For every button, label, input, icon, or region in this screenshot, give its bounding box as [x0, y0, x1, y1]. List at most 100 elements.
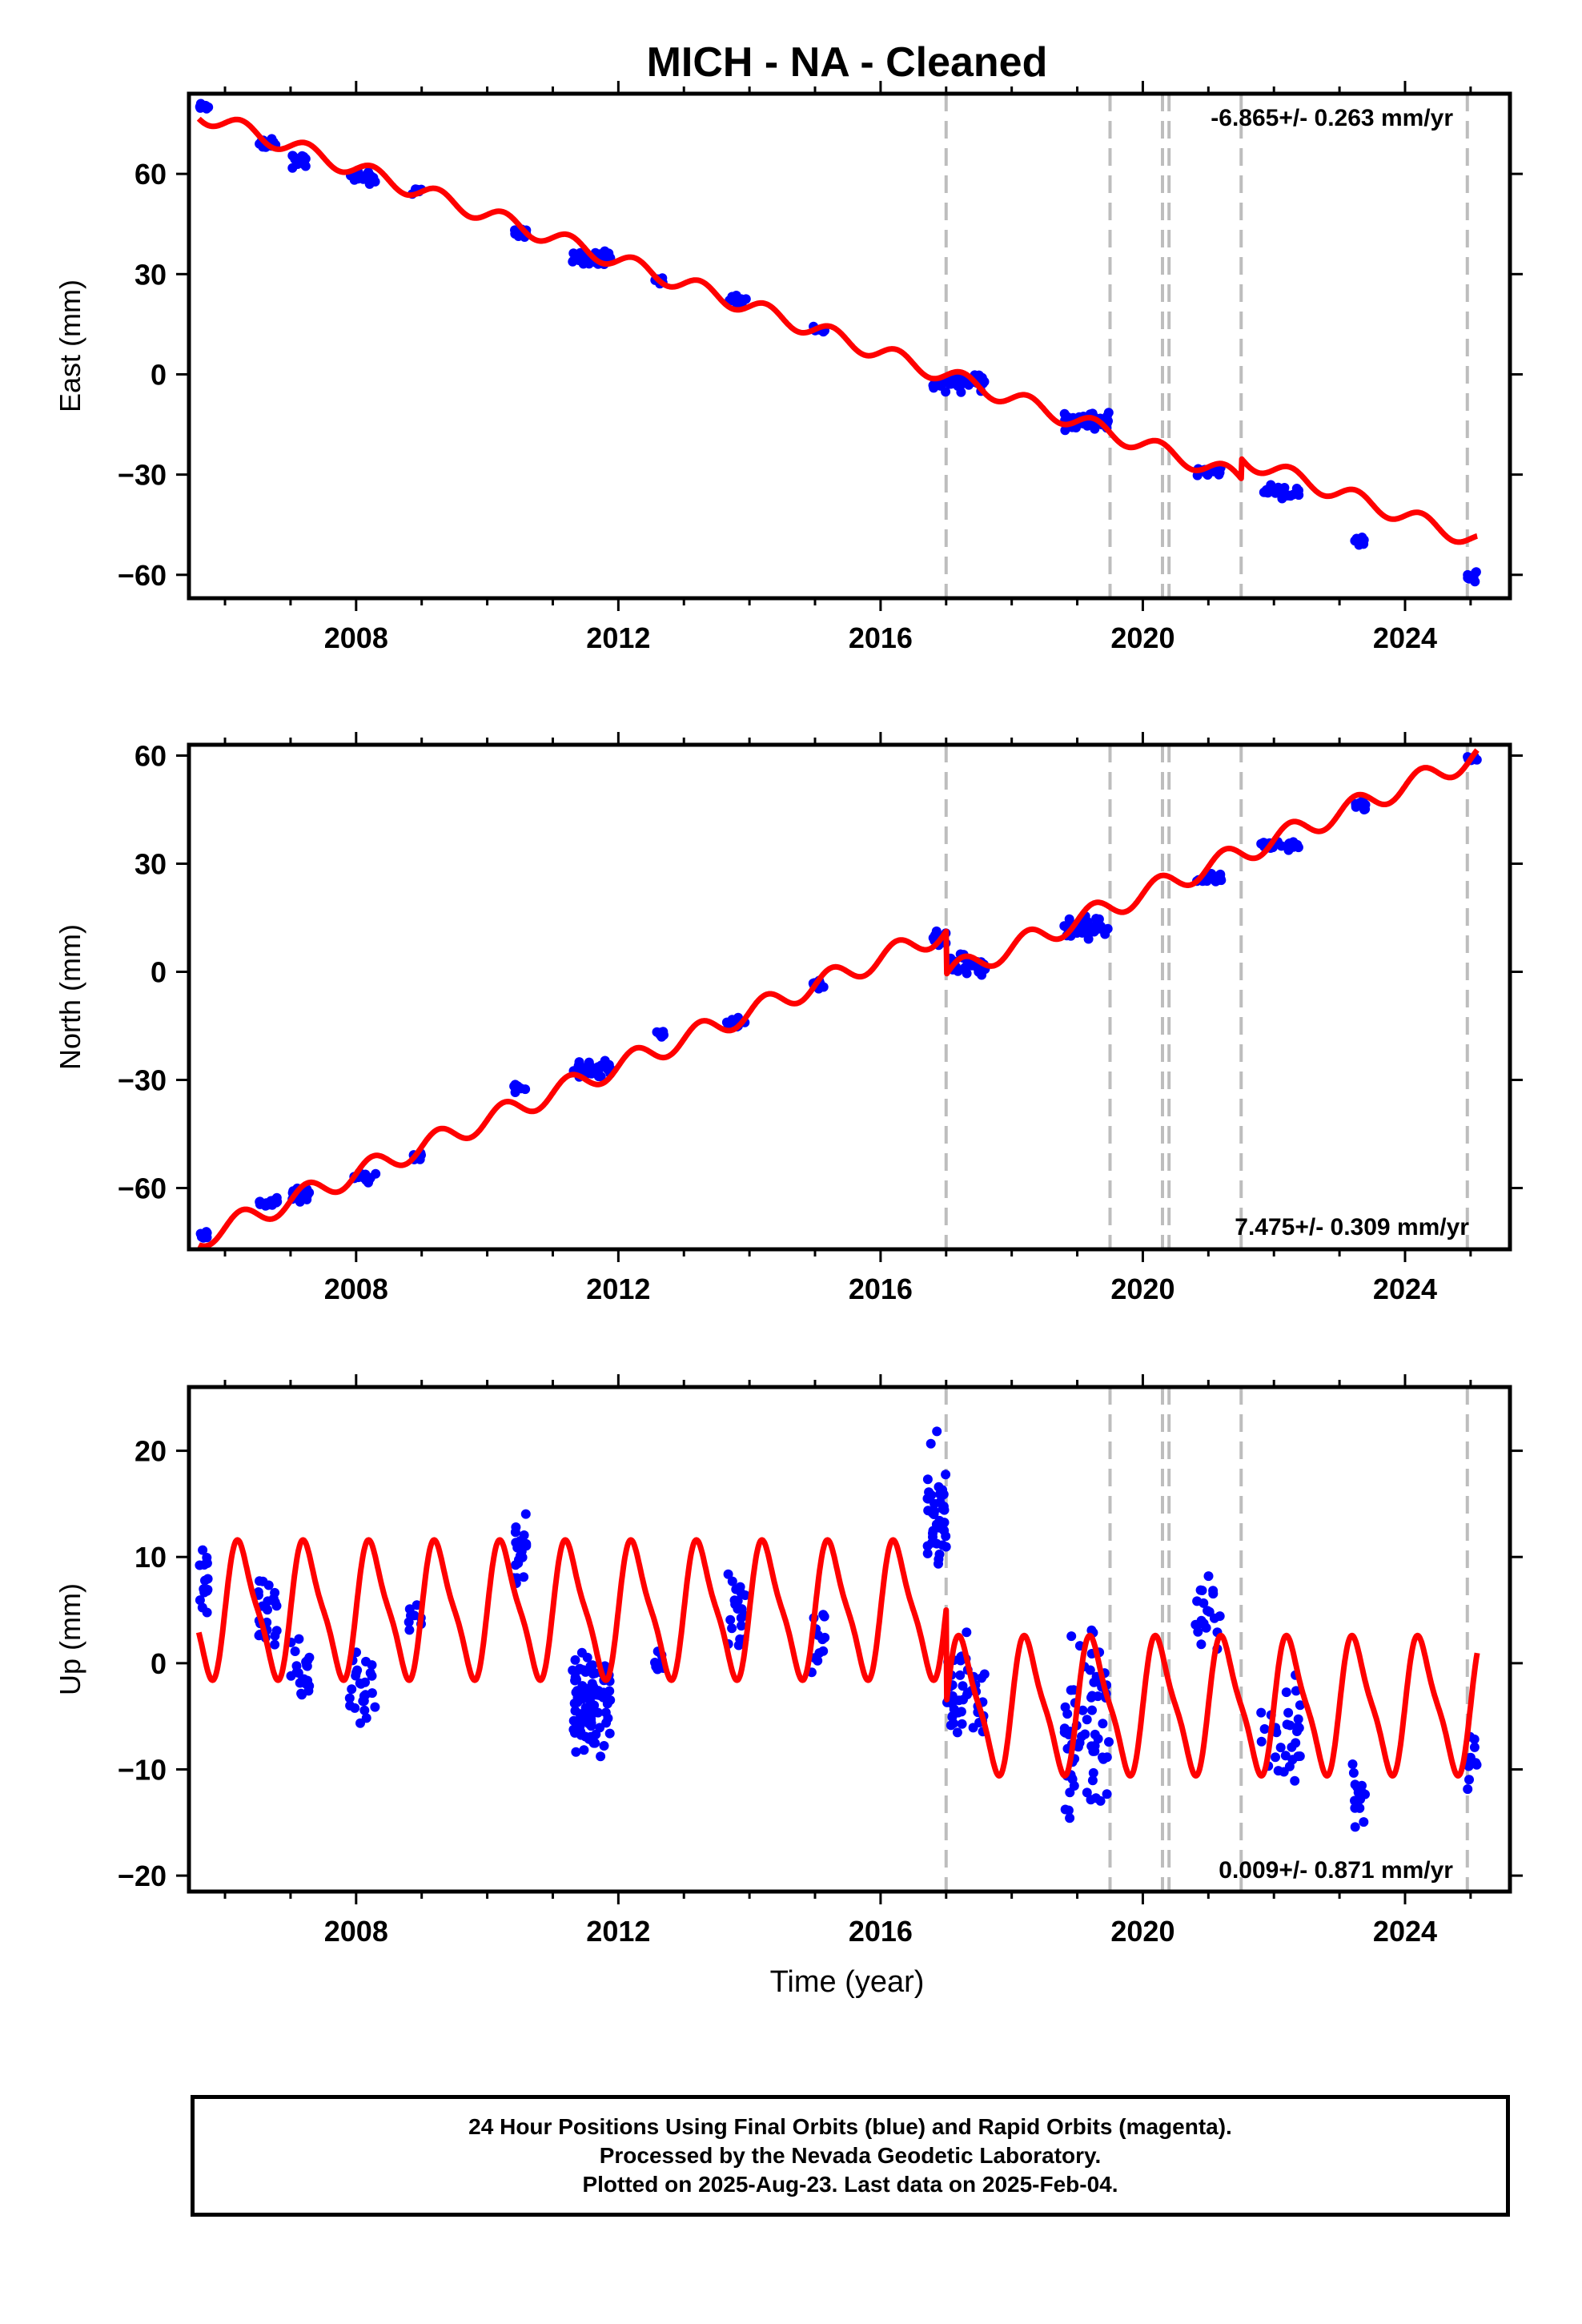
- data-point: [519, 1530, 529, 1540]
- data-point: [510, 1527, 520, 1538]
- data-point: [962, 1627, 972, 1638]
- panel-up-ylabel: Up (mm): [54, 1583, 86, 1695]
- data-point: [262, 1200, 272, 1210]
- data-point: [1290, 1775, 1300, 1786]
- y-tick-label: 20: [135, 1435, 167, 1468]
- data-point: [1082, 1787, 1092, 1798]
- x-tick-label: 2012: [586, 621, 650, 654]
- data-point: [258, 1576, 268, 1586]
- data-point: [519, 1572, 529, 1582]
- data-point: [922, 1474, 933, 1485]
- data-point: [922, 1548, 933, 1558]
- data-point: [1203, 1571, 1214, 1582]
- model-curve: [196, 748, 1480, 1249]
- data-point: [1086, 1625, 1097, 1635]
- panel-east-ylabel: East (mm): [54, 279, 86, 412]
- x-tick-label: 2024: [1373, 621, 1437, 654]
- y-tick-label: 10: [135, 1541, 167, 1574]
- data-point: [733, 1596, 743, 1606]
- data-point: [958, 1681, 968, 1691]
- data-point: [1293, 1714, 1303, 1724]
- data-point: [359, 1705, 370, 1715]
- panel-up-velocity-label: 0.009+/- 0.871 mm/yr: [1219, 1857, 1453, 1884]
- data-point: [1077, 1731, 1086, 1742]
- y-tick-label: 30: [135, 848, 167, 881]
- data-point: [1259, 1724, 1270, 1734]
- data-point: [1059, 1723, 1070, 1734]
- data-point: [1098, 1752, 1107, 1763]
- y-tick-label: −20: [118, 1860, 167, 1892]
- data-point: [1208, 1586, 1219, 1596]
- data-point: [1291, 1738, 1301, 1748]
- data-point: [934, 1515, 945, 1526]
- x-axis-label: Time (year): [770, 1965, 925, 1999]
- data-point: [1283, 1707, 1294, 1718]
- panel-north-velocity-label: 7.475+/- 0.309 mm/yr: [1235, 1214, 1469, 1240]
- data-point: [1066, 1631, 1077, 1642]
- data-point: [817, 1634, 828, 1645]
- data-point: [1086, 1795, 1096, 1805]
- data-point: [741, 294, 751, 304]
- data-point: [1088, 1767, 1098, 1778]
- data-point: [1215, 870, 1226, 880]
- data-point: [1082, 1715, 1092, 1725]
- data-point: [656, 1031, 667, 1042]
- footer-box: 24 Hour Positions Using Final Orbits (bl…: [191, 2095, 1510, 2217]
- data-point: [370, 1702, 380, 1712]
- x-tick-label: 2012: [586, 1915, 650, 1948]
- data-point: [1281, 1687, 1291, 1698]
- x-tick-label: 2016: [849, 621, 913, 654]
- data-point: [1102, 1789, 1112, 1799]
- data-point: [361, 1656, 371, 1667]
- data-point: [1295, 1700, 1305, 1711]
- data-point: [599, 249, 609, 259]
- data-point: [513, 231, 524, 241]
- data-point: [957, 1719, 967, 1729]
- data-point: [1087, 1705, 1097, 1715]
- data-point: [953, 381, 963, 391]
- data-point: [202, 1586, 212, 1596]
- data-point: [935, 1497, 946, 1507]
- data-point: [345, 1700, 355, 1711]
- data-point: [287, 163, 298, 173]
- data-point: [404, 1604, 415, 1614]
- data-point: [932, 1426, 942, 1437]
- data-point: [596, 1751, 606, 1762]
- data-point: [735, 1582, 745, 1592]
- data-point: [727, 1623, 737, 1634]
- data-point: [941, 1470, 951, 1480]
- data-point: [351, 1667, 361, 1678]
- y-tick-label: 60: [135, 158, 167, 191]
- x-tick-label: 2008: [324, 621, 388, 654]
- data-point: [604, 1686, 615, 1696]
- data-point: [979, 376, 990, 387]
- data-point: [955, 1670, 966, 1680]
- panel-north-ylabel: North (mm): [54, 924, 86, 1070]
- data-point: [947, 1699, 958, 1709]
- data-point: [404, 1625, 415, 1635]
- data-point: [604, 1728, 615, 1739]
- data-point: [1065, 1787, 1075, 1798]
- y-tick-label: 0: [151, 358, 167, 391]
- x-tick-label: 2024: [1373, 1915, 1437, 1948]
- data-point: [938, 1490, 949, 1499]
- panel-north-marks: 2008 2012 2016 2020 2024 −60 −30 0 30 60: [118, 732, 1523, 1305]
- data-point: [1196, 1639, 1207, 1650]
- y-tick-label: 0: [151, 956, 167, 989]
- data-point: [1357, 1780, 1367, 1791]
- data-point: [303, 1675, 313, 1686]
- data-point: [818, 1646, 829, 1656]
- data-point: [364, 179, 375, 189]
- data-point: [946, 1720, 956, 1731]
- data-point: [296, 1688, 307, 1699]
- data-point: [576, 1647, 587, 1658]
- data-point: [594, 1064, 604, 1074]
- data-point: [568, 1665, 578, 1675]
- data-point: [1463, 570, 1473, 581]
- data-point: [366, 171, 376, 181]
- data-point: [511, 1538, 521, 1548]
- data-point: [723, 1569, 733, 1579]
- panel-east: 2008 2012 2016 2020 2024 −60 −30 0 30 60 East (mm…: [54, 81, 1523, 654]
- data-point: [1192, 1596, 1203, 1606]
- data-point: [923, 1494, 934, 1504]
